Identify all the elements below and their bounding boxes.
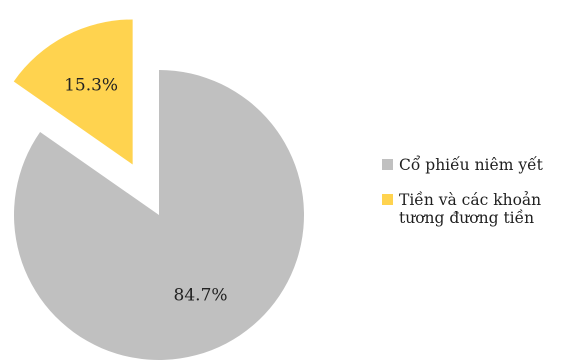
legend: Cổ phiếu niêm yết Tiền và các khoản tươn… (382, 156, 576, 244)
legend-label-cash-equivalents: Tiền và các khoản tương đương tiền (399, 191, 542, 227)
legend-swatch-cash-equivalents (382, 194, 393, 205)
legend-item-cash-equivalents: Tiền và các khoản tương đương tiền (382, 191, 576, 227)
legend-item-listed-stocks: Cổ phiếu niêm yết (382, 156, 576, 174)
pie-slice-cash-equivalents (13, 19, 133, 165)
legend-label-listed-stocks: Cổ phiếu niêm yết (399, 156, 543, 174)
pie-slice-listed-stocks (14, 70, 305, 361)
legend-swatch-listed-stocks (382, 159, 393, 170)
data-label-listed-stocks: 84.7% (174, 286, 228, 306)
data-label-cash-equivalents: 15.3% (64, 76, 118, 96)
